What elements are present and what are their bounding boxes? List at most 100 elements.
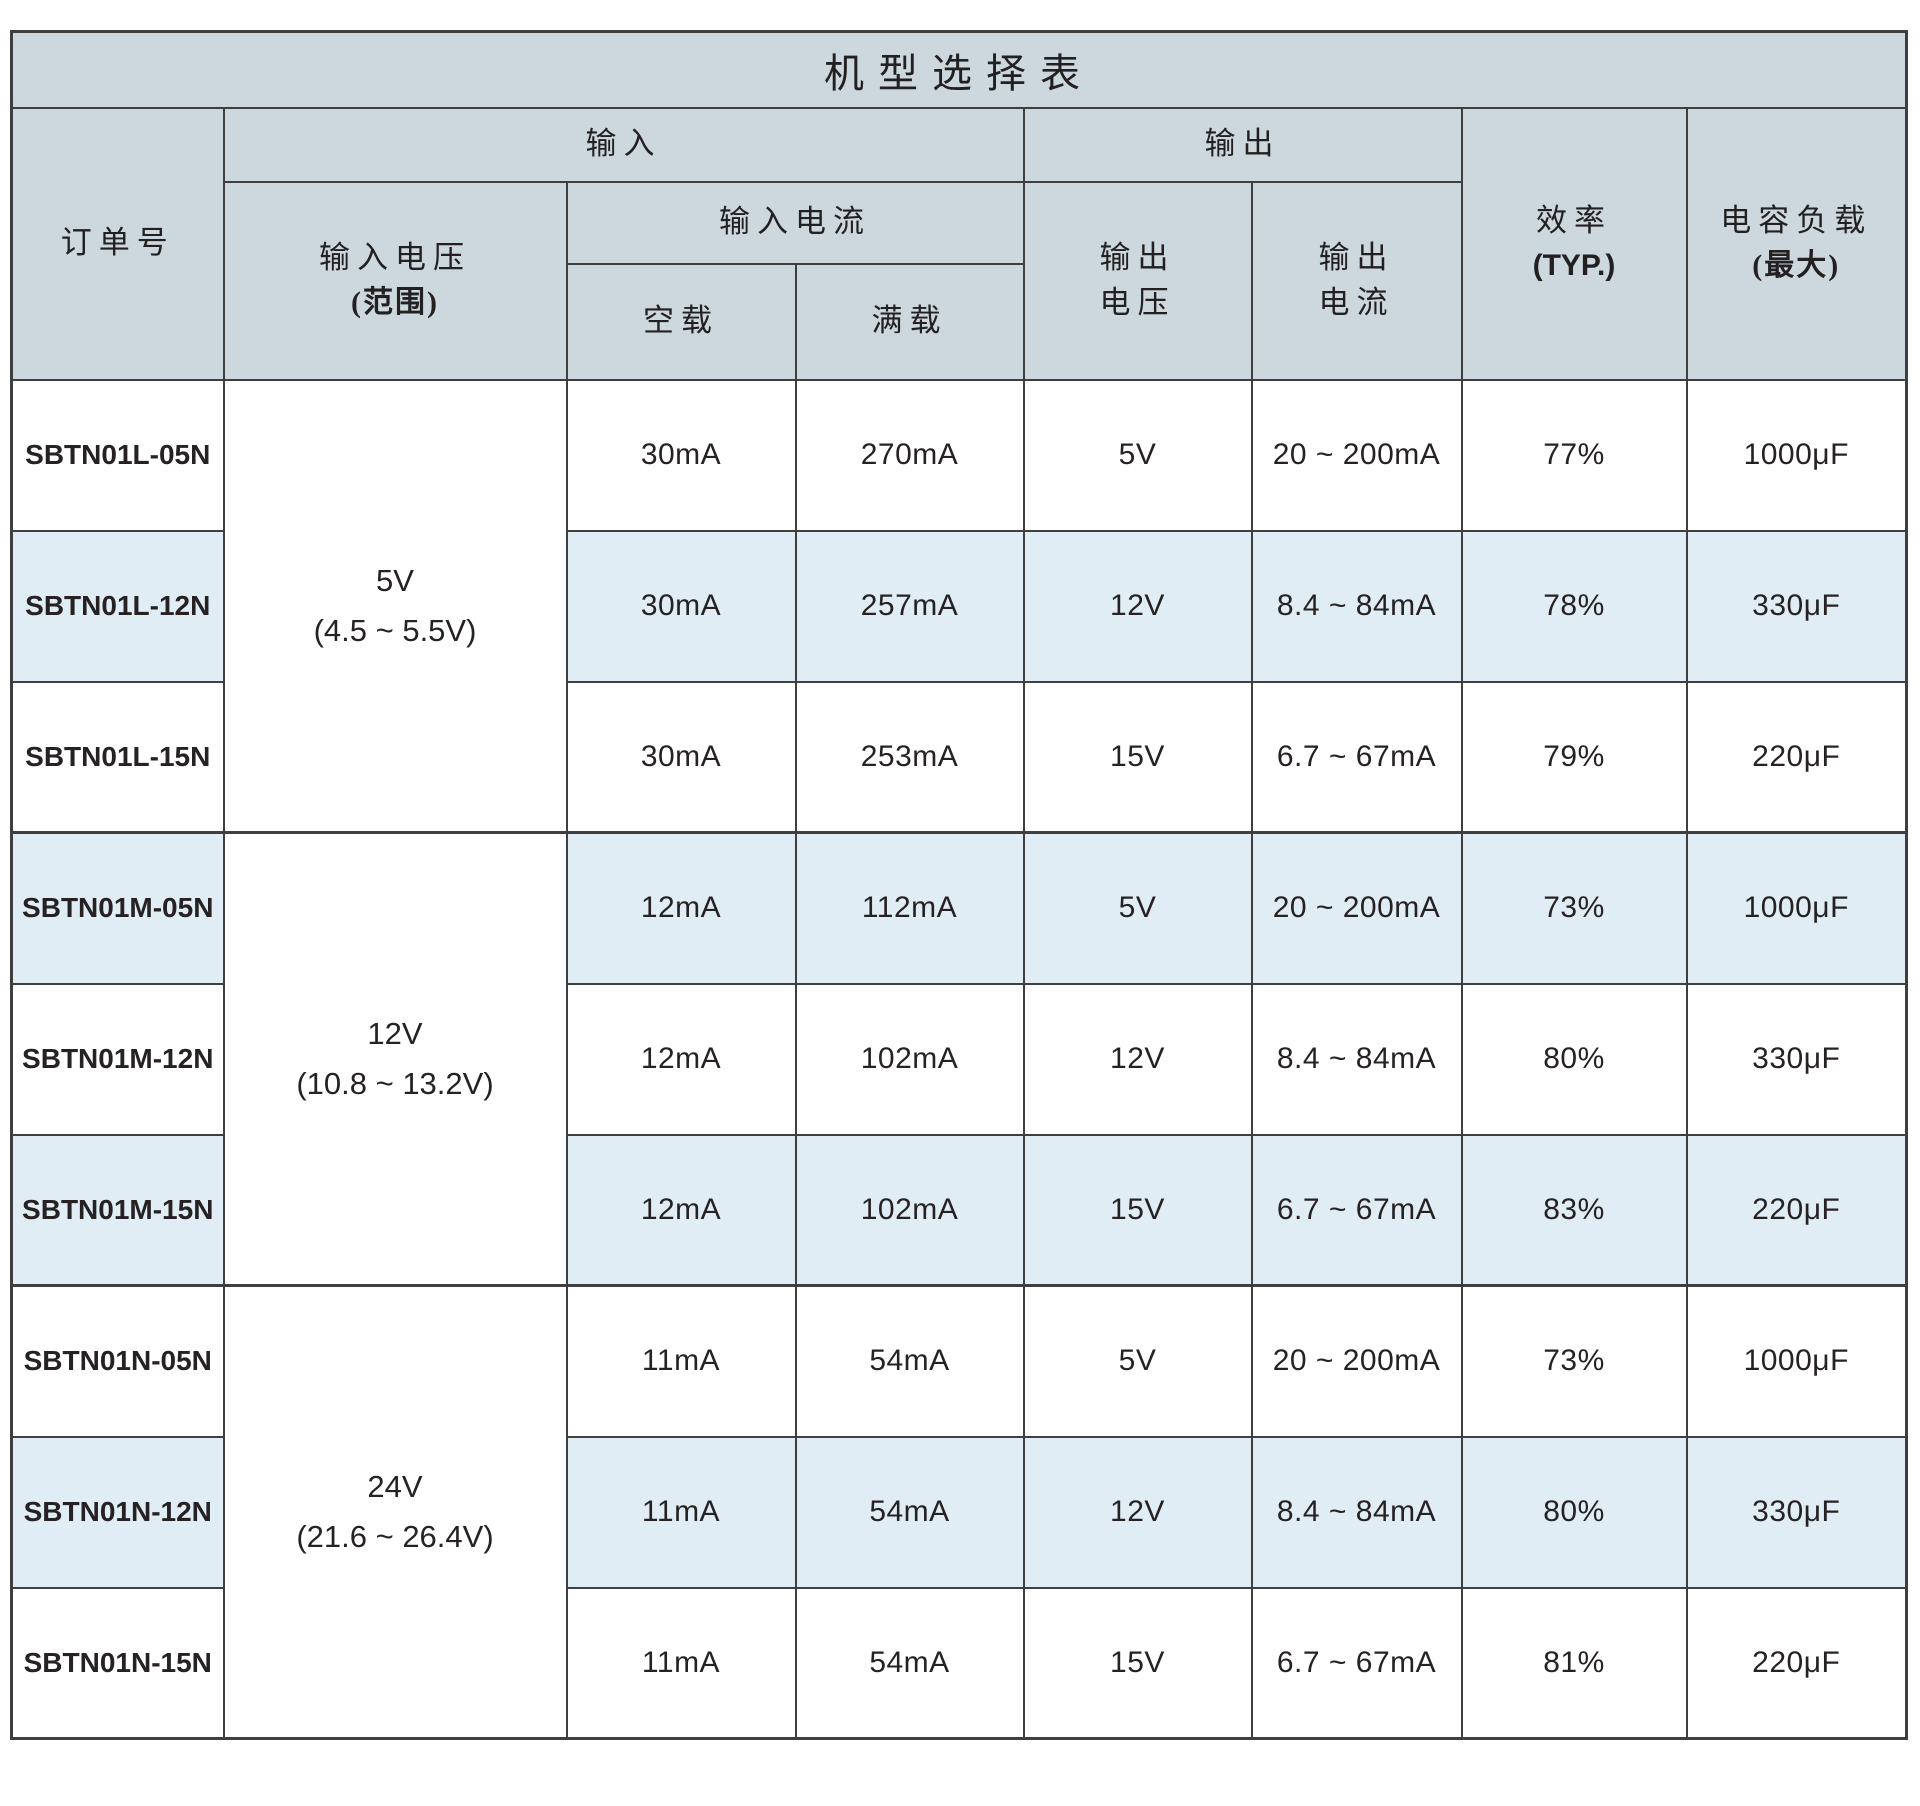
cell-no-load: 30mA	[565, 680, 797, 834]
col-group-output: 输出	[1022, 106, 1463, 183]
cell-output-voltage: 12V	[1022, 1435, 1253, 1589]
output-voltage-label-line1: 输出	[1099, 239, 1176, 275]
cell-efficiency: 79%	[1460, 680, 1688, 834]
cell-no-load: 11mA	[565, 1586, 797, 1740]
output-current-label-line1: 输出	[1318, 239, 1395, 275]
cell-output-current: 6.7 ~ 67mA	[1250, 1133, 1463, 1287]
col-header-order-no: 订单号	[10, 106, 225, 381]
input-voltage-value: 12V	[367, 1016, 423, 1052]
cell-full-load: 102mA	[794, 1133, 1025, 1287]
cell-full-load: 257mA	[794, 529, 1025, 683]
cell-output-current: 20 ~ 200mA	[1250, 1284, 1463, 1438]
cell-output-current: 8.4 ~ 84mA	[1250, 529, 1463, 683]
input-voltage-range-label: (范围)	[351, 286, 439, 320]
cell-cap-load: 1000μF	[1685, 378, 1908, 532]
col-header-no-load: 空载	[565, 262, 797, 381]
cell-output-current: 20 ~ 200mA	[1250, 831, 1463, 985]
table-row: SBTN01M-15N 12mA 102mA 15V 6.7 ~ 67mA 83…	[10, 1133, 1908, 1287]
cell-output-current: 6.7 ~ 67mA	[1250, 680, 1463, 834]
col-header-cap-load: 电容负载 (最大)	[1685, 106, 1908, 381]
input-voltage-value: 24V	[367, 1469, 423, 1505]
cell-input-voltage: 5V (4.5 ~ 5.5V)	[222, 378, 568, 834]
cell-order-no: SBTN01M-12N	[10, 982, 225, 1136]
cell-cap-load: 330μF	[1685, 529, 1908, 683]
col-group-input: 输入	[222, 106, 1025, 183]
table-title: 机型选择表	[10, 30, 1908, 109]
cell-input-voltage: 12V (10.8 ~ 13.2V)	[222, 831, 568, 1287]
cell-full-load: 112mA	[794, 831, 1025, 985]
cell-order-no: SBTN01N-05N	[10, 1284, 225, 1438]
cell-cap-load: 1000μF	[1685, 831, 1908, 985]
table-row: SBTN01N-05N 24V (21.6 ~ 26.4V) 11mA 54mA…	[10, 1284, 1908, 1740]
cell-output-voltage: 5V	[1022, 831, 1253, 985]
cell-output-current: 8.4 ~ 84mA	[1250, 1435, 1463, 1589]
cell-full-load: 102mA	[794, 982, 1025, 1136]
input-voltage-range-value: (21.6 ~ 26.4V)	[296, 1519, 494, 1554]
model-selection-table: 机型选择表 订单号 输入 输出 效率 (TYP.) 电容负载 (最大) 输入电压…	[10, 30, 1908, 1740]
cell-output-current: 6.7 ~ 67mA	[1250, 1586, 1463, 1740]
cell-full-load: 54mA	[794, 1284, 1025, 1438]
cell-cap-load: 1000μF	[1685, 1284, 1908, 1438]
cell-order-no: SBTN01L-15N	[10, 680, 225, 834]
cell-efficiency: 78%	[1460, 529, 1688, 683]
cell-order-no: SBTN01N-12N	[10, 1435, 225, 1589]
cell-output-current: 8.4 ~ 84mA	[1250, 982, 1463, 1136]
input-voltage-range-value: (10.8 ~ 13.2V)	[296, 1066, 494, 1101]
cell-output-voltage: 12V	[1022, 529, 1253, 683]
cell-cap-load: 330μF	[1685, 1435, 1908, 1589]
cell-order-no: SBTN01M-05N	[10, 831, 225, 985]
col-header-input-voltage: 输入电压 (范围)	[222, 180, 568, 381]
cap-load-label: 电容负载	[1720, 203, 1873, 239]
cap-load-max-label: (最大)	[1752, 249, 1841, 283]
cell-cap-load: 220μF	[1685, 1586, 1908, 1740]
cell-efficiency: 80%	[1460, 982, 1688, 1136]
cell-no-load: 30mA	[565, 529, 797, 683]
col-header-full-load: 满载	[794, 262, 1025, 381]
cell-efficiency: 73%	[1460, 1284, 1688, 1438]
cell-no-load: 12mA	[565, 982, 797, 1136]
col-header-output-voltage: 输出 电压	[1022, 180, 1253, 381]
cell-order-no: SBTN01L-05N	[10, 378, 225, 532]
col-header-efficiency: 效率 (TYP.)	[1460, 106, 1688, 381]
cell-no-load: 30mA	[565, 378, 797, 532]
cell-no-load: 11mA	[565, 1284, 797, 1438]
cell-full-load: 54mA	[794, 1586, 1025, 1740]
cell-no-load: 12mA	[565, 1133, 797, 1287]
cell-no-load: 11mA	[565, 1435, 797, 1589]
cell-output-current: 20 ~ 200mA	[1250, 378, 1463, 532]
cell-order-no: SBTN01L-12N	[10, 529, 225, 683]
table-row: SBTN01L-05N 5V (4.5 ~ 5.5V) 30mA 270mA 5…	[10, 378, 1908, 834]
cell-output-voltage: 15V	[1022, 680, 1253, 834]
col-header-input-current: 输入电流	[565, 180, 1025, 265]
input-voltage-value: 5V	[376, 563, 414, 599]
table-row: SBTN01L-15N 30mA 253mA 15V 6.7 ~ 67mA 79…	[10, 680, 1908, 834]
table-row: SBTN01N-12N 11mA 54mA 12V 8.4 ~ 84mA 80%…	[10, 1435, 1908, 1589]
table-row: SBTN01L-12N 30mA 257mA 12V 8.4 ~ 84mA 78…	[10, 529, 1908, 683]
output-voltage-label-line2: 电压	[1099, 284, 1176, 320]
cell-full-load: 54mA	[794, 1435, 1025, 1589]
cell-efficiency: 83%	[1460, 1133, 1688, 1287]
cell-output-voltage: 15V	[1022, 1133, 1253, 1287]
efficiency-typ-label: (TYP.)	[1532, 249, 1616, 283]
efficiency-label: 效率	[1536, 203, 1612, 239]
cell-efficiency: 81%	[1460, 1586, 1688, 1740]
cell-full-load: 253mA	[794, 680, 1025, 834]
table-row: SBTN01N-15N 11mA 54mA 15V 6.7 ~ 67mA 81%…	[10, 1586, 1908, 1740]
cell-output-voltage: 15V	[1022, 1586, 1253, 1740]
cell-output-voltage: 12V	[1022, 982, 1253, 1136]
cell-order-no: SBTN01M-15N	[10, 1133, 225, 1287]
cell-output-voltage: 5V	[1022, 378, 1253, 532]
cell-input-voltage: 24V (21.6 ~ 26.4V)	[222, 1284, 568, 1740]
cell-no-load: 12mA	[565, 831, 797, 985]
cell-cap-load: 220μF	[1685, 680, 1908, 834]
cell-order-no: SBTN01N-15N	[10, 1586, 225, 1740]
input-voltage-label: 输入电压	[319, 240, 471, 276]
cell-efficiency: 73%	[1460, 831, 1688, 985]
cell-cap-load: 220μF	[1685, 1133, 1908, 1287]
table-row: SBTN01M-05N 12V (10.8 ~ 13.2V) 12mA 112m…	[10, 831, 1908, 1287]
cell-efficiency: 77%	[1460, 378, 1688, 532]
cell-efficiency: 80%	[1460, 1435, 1688, 1589]
cell-full-load: 270mA	[794, 378, 1025, 532]
cell-cap-load: 330μF	[1685, 982, 1908, 1136]
